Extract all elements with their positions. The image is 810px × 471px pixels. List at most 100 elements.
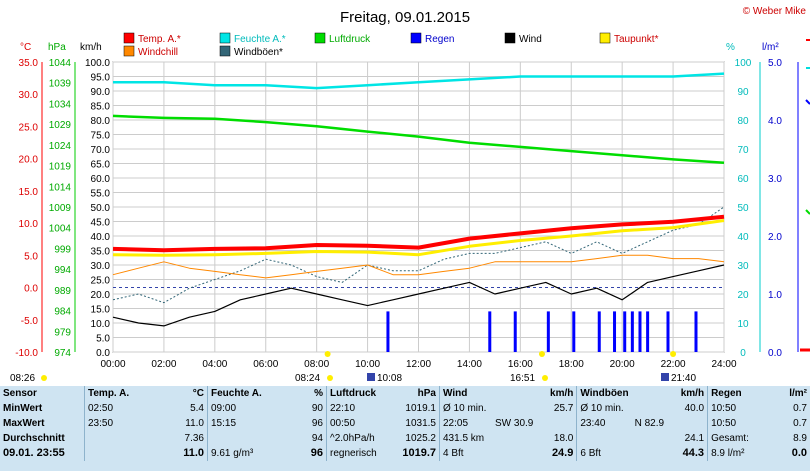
wind-tick-9: 55.0	[91, 189, 111, 200]
x-tick-10: 20:00	[610, 359, 635, 370]
legend-label-5: Taupunkt*	[614, 34, 659, 45]
chart-axes: 35.0 30.0 25.0 20.0 15.0 10.0 5.0 0.0 -5.0 -10.0 1…	[15, 58, 799, 370]
stats-cell-g_val: 44.3	[682, 447, 705, 459]
rain-unit-label: l/m²	[762, 42, 779, 53]
pressure-tick-6: 1014	[49, 182, 72, 193]
header-rain-unit: l/m²	[789, 388, 807, 399]
chart-title: Freitag, 09.01.2015	[340, 9, 470, 26]
moonrise-icon-a	[367, 373, 375, 381]
pressure-tick-11: 989	[54, 286, 71, 297]
chart-series	[112, 72, 725, 352]
legend-label-1: Feuchte A.*	[234, 34, 286, 45]
rain-bar-9	[638, 311, 642, 352]
x-tick-12: 24:00	[711, 359, 736, 370]
stats-cell-h_val: 90	[311, 403, 323, 414]
stats-cell-h_time: 09:00	[207, 401, 280, 416]
pressure-tick-13: 979	[54, 327, 71, 338]
wind-tick-2: 90.0	[91, 87, 111, 98]
stats-cell-t_val: 11.0	[183, 447, 204, 459]
temp-tick-5: 10.0	[19, 219, 39, 230]
legend-label-7: Windböen*	[234, 47, 283, 58]
wind-tick-14: 30.0	[91, 261, 111, 272]
header-rain: Regen	[707, 386, 775, 401]
humidity-tick-5: 50	[737, 203, 749, 214]
astro-marks: 08:26 08:24 10:08 16:51 21:40	[10, 351, 696, 384]
legend-swatch-1	[219, 32, 231, 44]
noon-icon	[542, 375, 548, 381]
stats-cell-g_dir	[632, 446, 667, 461]
header-gust-spacer	[632, 386, 667, 401]
temp-tick-1: 30.0	[19, 90, 39, 101]
rain-bar-10	[646, 311, 650, 352]
stats-cell-label: Durchschnitt	[3, 433, 65, 444]
rain-bar-7	[623, 311, 627, 352]
rain-tick-2: 3.0	[768, 174, 782, 185]
stats-cell-w_val: 25.7	[553, 403, 574, 414]
legend-label-3: Regen	[425, 34, 454, 45]
stats-cell-g_time: 23:40	[576, 416, 632, 431]
x-tick-11: 22:00	[661, 359, 686, 370]
humidity-unit-label: %	[726, 42, 735, 53]
rain-bar-4	[572, 311, 576, 352]
stats-cell-r_time: 8.9 l/m²	[707, 446, 775, 461]
stats-cell-w_dir	[492, 431, 536, 446]
stats-cell-t_time: 23:50	[84, 416, 151, 431]
noon-time: 16:51	[510, 373, 535, 384]
stats-cell-p_time: 22:10	[326, 401, 393, 416]
series-line-5	[112, 264, 725, 327]
moonset-icon	[327, 375, 333, 381]
temp-tick-2: 25.0	[19, 122, 39, 133]
wind-tick-13: 35.0	[91, 247, 111, 258]
wind-tick-6: 70.0	[91, 145, 111, 156]
stats-table: Sensor Temp. A. °C Feuchte A. % Luftdruc…	[0, 386, 810, 461]
wind-tick-8: 60.0	[91, 174, 111, 185]
series-line-2	[112, 254, 725, 279]
legend-swatch-7	[219, 45, 231, 57]
stats-cell-label: MinWert	[3, 403, 43, 414]
pressure-tick-9: 999	[54, 244, 71, 255]
humidity-tick-10: 0	[740, 348, 746, 359]
humidity-tick-0: 100	[735, 58, 752, 69]
wind-tick-4: 80.0	[91, 116, 111, 127]
stats-cell-t_val: 7.36	[184, 433, 204, 444]
temp-tick-9: -10.0	[15, 348, 38, 359]
rain-bar-3	[546, 311, 550, 352]
rain-bar-5	[597, 311, 601, 352]
humidity-tick-2: 80	[737, 116, 749, 127]
rain-tick-4: 1.0	[768, 290, 782, 301]
pressure-tick-5: 1019	[49, 162, 72, 173]
pressure-tick-10: 994	[54, 265, 71, 276]
header-pressure: Luftdruck	[326, 386, 393, 401]
x-tick-9: 18:00	[559, 359, 584, 370]
moonset-time: 08:24	[295, 373, 320, 384]
pressure-tick-0: 1044	[49, 58, 72, 69]
x-tick-4: 08:00	[304, 359, 329, 370]
stats-cell-w_val: 24.9	[551, 447, 574, 459]
humidity-tick-3: 70	[737, 145, 749, 156]
moonrise-time-b: 21:40	[671, 373, 696, 384]
wind-tick-12: 40.0	[91, 232, 111, 243]
stats-cell-p_time: ^2.0hPa/h	[326, 431, 393, 446]
stats-cell-g_val	[667, 416, 708, 431]
pressure-tick-4: 1024	[49, 141, 72, 152]
wind-tick-0: 100.0	[85, 58, 110, 69]
stats-cell-label: MaxWert	[3, 418, 45, 429]
wind-tick-3: 85.0	[91, 102, 111, 113]
rain-bar-2	[513, 311, 517, 352]
rain-tick-3: 2.0	[768, 232, 782, 243]
header-temp-unit: °C	[192, 388, 204, 399]
credit-text[interactable]: © Weber Mike	[743, 6, 807, 17]
temp-tick-4: 15.0	[19, 187, 39, 198]
temp-unit-label: °C	[20, 42, 31, 53]
pressure-unit-label: hPa	[48, 42, 66, 53]
pressure-tick-12: 984	[54, 307, 71, 318]
stats-cell-p_time: 00:50	[326, 416, 393, 431]
weather-chart: Freitag, 09.01.2015 © Weber Mike °C hPa …	[10, 6, 810, 384]
stats-cell-p_val: 1019.1	[405, 403, 436, 414]
stats-cell-w_time: 431.5 km	[439, 431, 492, 446]
stats-cell-w_val	[536, 416, 577, 431]
pressure-tick-1: 1039	[49, 79, 72, 90]
moonrise-time-a: 10:08	[377, 373, 402, 384]
stats-cell-w_time: 4 Bft	[439, 446, 492, 461]
x-tick-5: 10:00	[355, 359, 380, 370]
